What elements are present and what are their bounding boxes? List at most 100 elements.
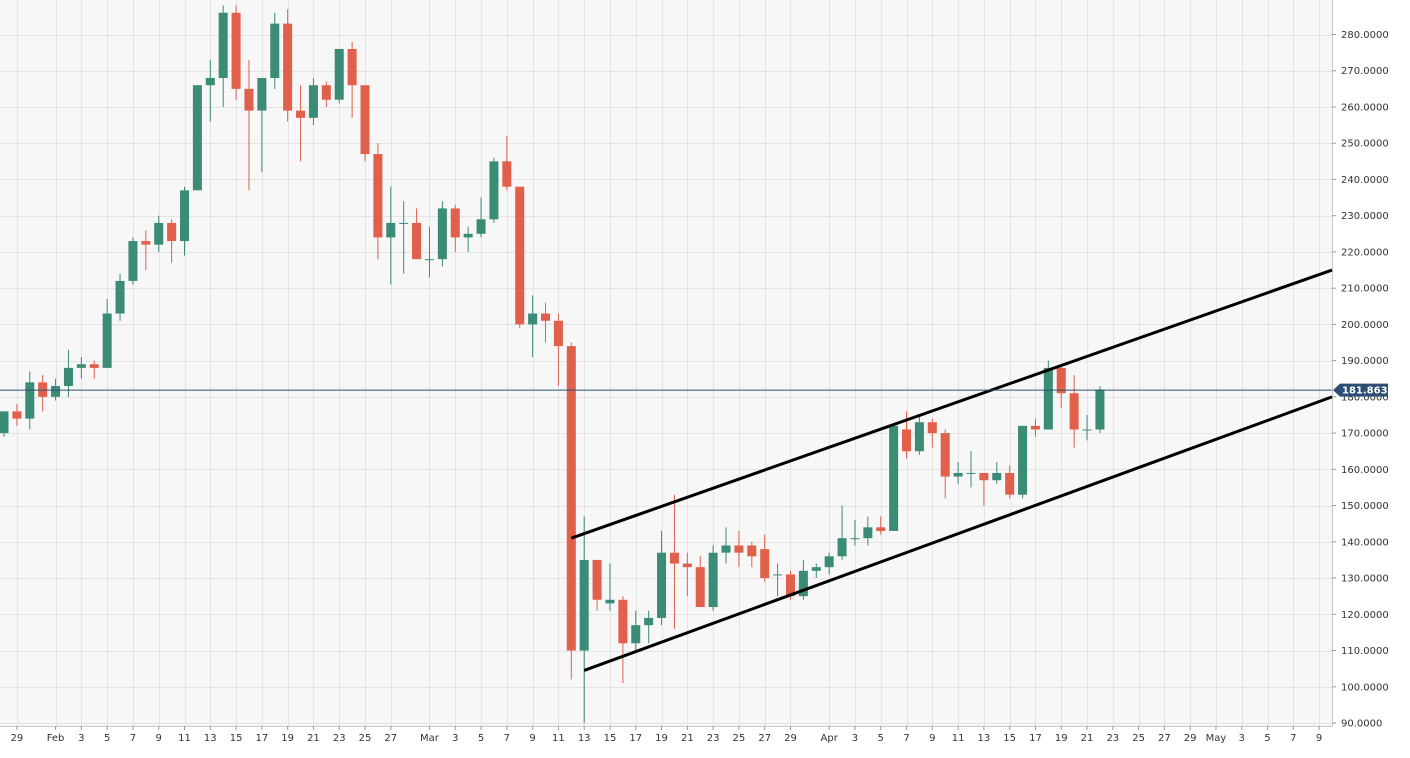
- candle-down: [502, 135, 512, 191]
- candle-body: [244, 88, 254, 111]
- candle-down: [167, 219, 177, 263]
- candle-body: [682, 563, 692, 568]
- time-tick-label: Apr: [821, 733, 839, 744]
- candle-body: [863, 527, 873, 539]
- price-tick-label: 100.0000: [1341, 682, 1389, 693]
- candle-up: [0, 411, 9, 437]
- candle-up: [1082, 414, 1092, 441]
- candle-up: [270, 12, 280, 89]
- time-tick-label: 23: [707, 733, 720, 744]
- price-tick-label: 120.0000: [1341, 610, 1389, 621]
- candle-up: [463, 226, 473, 252]
- candle-body: [837, 538, 847, 557]
- candle-up: [798, 559, 808, 600]
- candle-body: [721, 545, 731, 553]
- candle-up: [115, 273, 125, 321]
- candle-up: [1018, 425, 1028, 499]
- time-tick-label: 3: [78, 733, 84, 744]
- candle-body: [179, 190, 190, 242]
- candle-body: [824, 556, 834, 568]
- candle-up: [824, 552, 834, 575]
- time-tick-label: 9: [1316, 733, 1322, 744]
- candle-down: [566, 342, 576, 680]
- candle-body: [618, 599, 628, 644]
- candle-up: [386, 186, 396, 285]
- time-tick-label: 19: [655, 733, 668, 744]
- time-tick-label: 7: [130, 733, 136, 744]
- candle-up: [1043, 360, 1053, 430]
- candle-body: [1005, 472, 1015, 495]
- candle-up: [205, 59, 215, 122]
- candle-down: [940, 429, 950, 499]
- candle-up: [966, 451, 976, 488]
- candle-down: [747, 541, 757, 568]
- candle-up: [489, 157, 499, 223]
- candle-down: [1005, 465, 1015, 499]
- time-tick-label: 9: [929, 733, 935, 744]
- candle-body: [644, 617, 654, 626]
- candle-down: [321, 81, 331, 107]
- candle-body: [515, 186, 525, 325]
- candle-body: [51, 385, 61, 397]
- candle-body: [231, 12, 241, 89]
- candle-up: [657, 530, 667, 626]
- time-tick-label: 3: [852, 733, 858, 744]
- candle-down: [876, 516, 886, 535]
- candle-body: [141, 241, 151, 245]
- candle-up: [128, 237, 138, 285]
- price-tick-label: 200.0000: [1341, 320, 1389, 331]
- candle-down: [695, 556, 705, 608]
- candle-body: [876, 527, 886, 531]
- candle-down: [296, 85, 306, 162]
- candle-body: [489, 161, 499, 220]
- time-tick-label: 17: [629, 733, 642, 744]
- time-tick-label: 29: [1184, 733, 1197, 744]
- trendlines: [570, 268, 1333, 672]
- time-tick-label: 21: [1081, 733, 1094, 744]
- candle-body: [953, 472, 963, 477]
- time-tick-label: 21: [681, 733, 694, 744]
- candle-down: [412, 208, 422, 260]
- time-tick-label: 17: [1029, 733, 1042, 744]
- time-tick-label: 3: [452, 733, 458, 744]
- candle-body: [12, 411, 22, 419]
- candle-body: [347, 48, 357, 86]
- candle-down: [141, 230, 151, 271]
- candle-body: [102, 313, 112, 368]
- price-tick-label: 130.0000: [1341, 574, 1389, 585]
- time-tick-label: Mar: [420, 733, 440, 744]
- time-tick-label: 27: [758, 733, 771, 744]
- candle-body: [966, 472, 976, 474]
- candle-body: [334, 48, 344, 100]
- candle-up: [25, 371, 35, 430]
- price-tick-label: 170.0000: [1341, 429, 1389, 440]
- current-price-tag-shape: [1333, 383, 1388, 397]
- candle-body: [541, 313, 551, 321]
- time-tick-label: 13: [578, 733, 591, 744]
- candle-down: [618, 596, 628, 684]
- candle-up: [914, 414, 924, 455]
- candle-body: [25, 382, 35, 419]
- candle-up: [579, 516, 589, 723]
- candle-up: [179, 186, 190, 256]
- time-tick-label: 5: [1264, 733, 1270, 744]
- candle-body: [1030, 425, 1040, 430]
- candle-body: [399, 222, 409, 224]
- lower-channel-trendline: [583, 395, 1333, 672]
- candle-body: [476, 219, 486, 234]
- price-tick-label: 220.0000: [1341, 247, 1389, 258]
- candle-up: [334, 48, 344, 104]
- candle-body: [463, 233, 473, 238]
- time-tick-label: 5: [878, 733, 884, 744]
- candle-down: [927, 418, 937, 448]
- candle-body: [553, 320, 563, 347]
- candle-down: [1069, 375, 1079, 448]
- time-tick-label: 9: [529, 733, 535, 744]
- candle-body: [657, 552, 667, 618]
- candle-down: [360, 85, 370, 162]
- time-tick-label: 29: [784, 733, 797, 744]
- candle-body: [218, 12, 228, 78]
- candle-body: [205, 77, 215, 86]
- candle-body: [76, 364, 86, 368]
- time-tick-label: 7: [504, 733, 510, 744]
